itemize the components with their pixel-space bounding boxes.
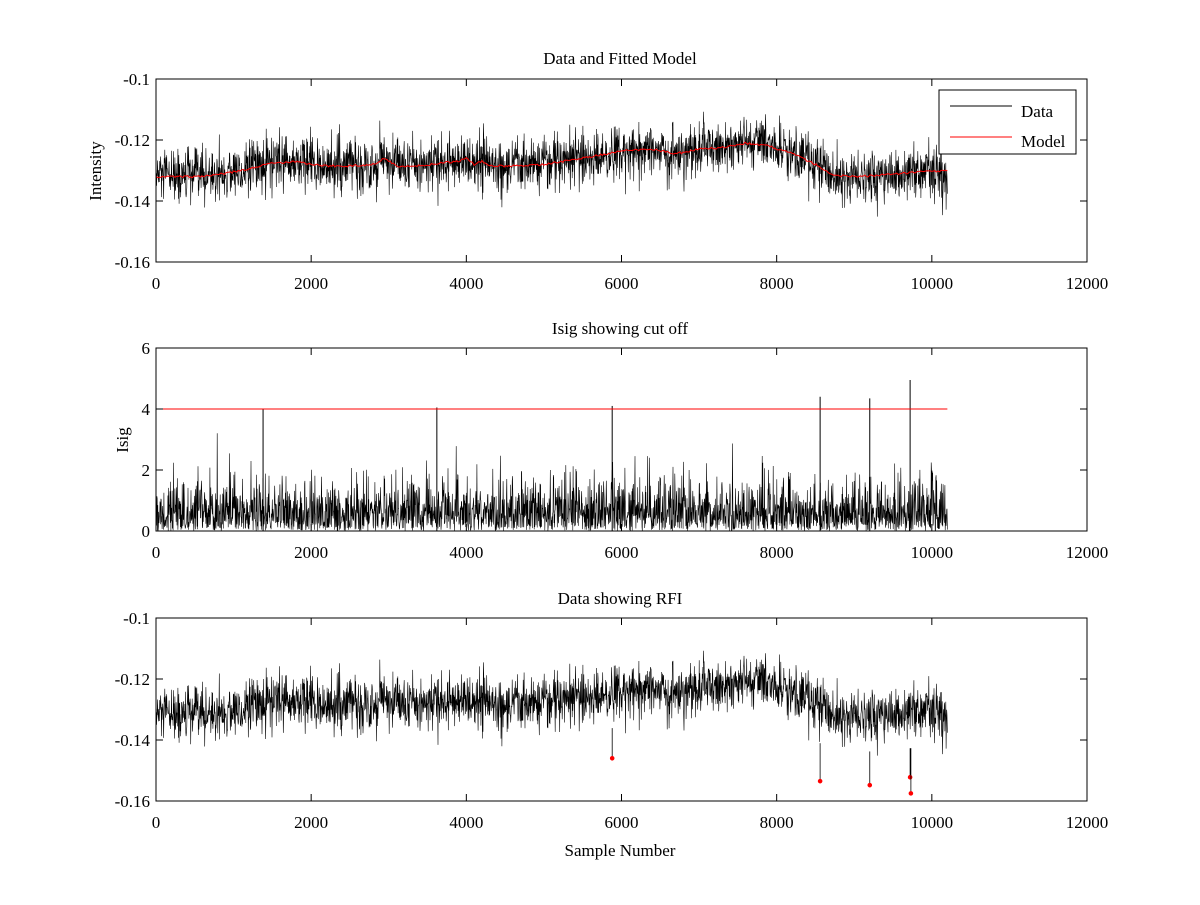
subplot-1-ylabel: Intensity [86,141,105,201]
rfi-point [908,791,914,796]
x-tick-label: 6000 [605,543,639,562]
subplot-data-and-model: Data and Fitted Model Intensity 0 2000 400… [86,49,1108,293]
y-tick-label: 4 [142,400,151,419]
legend-box [938,89,1077,155]
y-tick-label: -0.12 [115,131,150,150]
plot-area-1: 0 2000 4000 6000 8000 10000 12000 -0.16 -0.14 -0.… [115,70,1109,293]
legend: Data Model [938,89,1077,155]
legend-model-label: Model [1021,132,1066,151]
y-tick-label: -0.1 [123,609,150,628]
subplot-isig: Isig showing cut off Isig 0 2000 4000 6000 8… [113,319,1108,562]
y-tick-label: -0.12 [115,670,150,689]
isig-series-line [155,433,948,532]
x-axis-label: Sample Number [565,841,676,860]
y-tick-label: -0.16 [115,253,150,272]
x-tick-label: 6000 [605,813,639,832]
subplot-3-title: Data showing RFI [558,589,683,608]
subplot-rfi: Data showing RFI Sample Number 0 2000 4000… [115,589,1109,860]
rfi-point [907,774,913,780]
x-tick-label: 2000 [294,543,328,562]
plot-area-2: 0 2000 4000 6000 8000 10000 12000 0 2 4 6 [142,339,1109,562]
legend-data-label: Data [1021,102,1054,121]
subplot-1-title: Data and Fitted Model [543,49,697,68]
x-tick-label: 8000 [760,813,794,832]
x-tick-label: 0 [152,274,161,293]
y-tick-label: -0.1 [123,70,150,89]
x-tick-label: 4000 [449,274,483,293]
x-tick-label: 8000 [760,274,794,293]
x-tick-label: 10000 [911,543,954,562]
x-tick-label: 4000 [449,813,483,832]
x-tick-label: 2000 [294,813,328,832]
y-tick-label: 0 [142,522,151,541]
y-tick-label: -0.14 [115,192,151,211]
y-tick-label: 6 [142,339,151,358]
y-tick-label: 2 [142,461,151,480]
subplot-2-ylabel: Isig [113,427,132,453]
subplot-2-title: Isig showing cut off [552,319,688,338]
x-tick-label: 10000 [911,813,954,832]
rfi-point [867,782,873,788]
x-tick-label: 6000 [605,274,639,293]
data-series-line [155,650,948,756]
plot-area-3: 0 2000 4000 6000 8000 10000 12000 -0.16 -0.14 -0.… [115,609,1109,832]
y-tick-label: -0.16 [115,792,150,811]
x-tick-label: 4000 [449,543,483,562]
x-tick-label: 8000 [760,543,794,562]
x-tick-label: 0 [152,813,161,832]
x-tick-label: 0 [152,543,161,562]
rfi-point [609,756,615,761]
model-series-line [155,141,948,179]
x-tick-label: 12000 [1066,543,1109,562]
rfi-point [817,778,823,784]
y-tick-label: -0.14 [115,731,151,750]
x-tick-label: 2000 [294,274,328,293]
x-tick-label: 12000 [1066,813,1109,832]
x-tick-label: 10000 [911,274,954,293]
x-tick-label: 12000 [1066,274,1109,293]
